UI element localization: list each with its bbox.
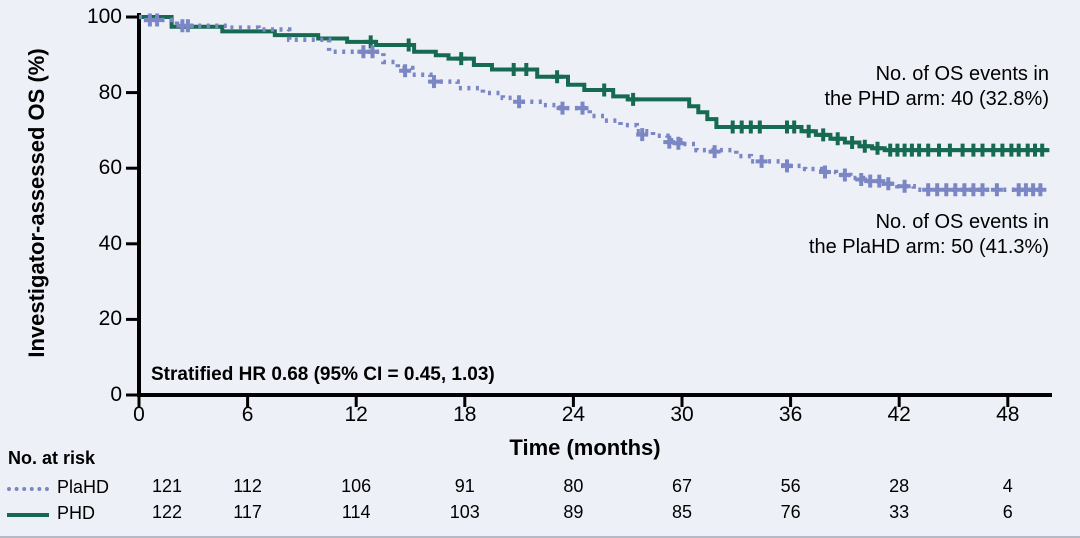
risk-row-label-phd: PHD: [57, 503, 96, 523]
x-tick-label: 42: [887, 403, 911, 426]
phd-events-annotation: No. of OS events in the PHD arm: 40 (32.…: [824, 62, 1049, 112]
y-tick-label: 100: [86, 5, 122, 28]
risk-count: 112: [233, 476, 262, 496]
y-axis-title: Investigator-assessed OS (%): [24, 48, 49, 358]
risk-count: 103: [449, 502, 480, 522]
risk-row-label-plahd: PlaHD: [57, 477, 110, 497]
bottom-border: [0, 536, 1080, 538]
risk-count: 121: [151, 476, 183, 496]
x-axis-title: Time (months): [509, 435, 661, 460]
y-tick-label: 20: [98, 307, 122, 331]
x-tick-label: 12: [344, 403, 368, 426]
y-tick-label: 80: [98, 80, 122, 104]
phd-survival-curve: [139, 15, 1050, 153]
risk-count: 6: [1002, 502, 1013, 522]
phd-events-line1: No. of OS events in: [875, 63, 1049, 85]
x-tick-label: 48: [996, 403, 1020, 426]
plahd-censor-marks: [143, 13, 1047, 197]
risk-count: 28: [889, 476, 910, 496]
plahd-legend-mark: [7, 487, 49, 491]
risk-count: 91: [454, 476, 475, 496]
x-tick-label: 0: [133, 403, 145, 426]
risk-count: 33: [889, 502, 910, 522]
risk-count: 67: [671, 476, 693, 496]
plahd-survival-curve: [139, 14, 1044, 192]
hr-annotation: Stratified HR 0.68 (95% CI = 0.45, 1.03): [151, 364, 495, 385]
x-tick-label: 6: [241, 403, 254, 426]
x-tick-label: 18: [453, 403, 477, 426]
y-tick-label: 0: [110, 383, 122, 406]
risk-count: 114: [341, 502, 371, 522]
x-tick-label: 24: [561, 403, 586, 426]
risk-count: 85: [671, 502, 693, 522]
risk-count: 89: [563, 502, 584, 522]
risk-count: 76: [780, 502, 801, 522]
phd-censor-marks: [364, 35, 1049, 157]
plahd-events-line1: No. of OS events in: [875, 211, 1049, 233]
risk-count: 122: [151, 502, 183, 522]
phd-legend-mark: [7, 513, 49, 517]
risk-count: 4: [1002, 476, 1013, 496]
x-tick-label: 30: [670, 403, 694, 426]
plahd-events-line2: the PlaHD arm: 50 (41.3%): [808, 236, 1049, 258]
x-tick-label: 36: [778, 403, 803, 426]
y-tick-label: 40: [98, 231, 122, 255]
phd-events-line2: the PHD arm: 40 (32.8%): [824, 88, 1049, 110]
plahd-events-annotation: No. of OS events in the PlaHD arm: 50 (4…: [809, 210, 1049, 260]
risk-count: 117: [233, 502, 262, 522]
y-tick-label: 60: [98, 156, 122, 180]
risk-count: 80: [563, 476, 584, 496]
risk-count: 106: [341, 476, 372, 496]
risk-count: 56: [780, 476, 801, 496]
risk-table-title: No. at risk: [8, 448, 96, 468]
